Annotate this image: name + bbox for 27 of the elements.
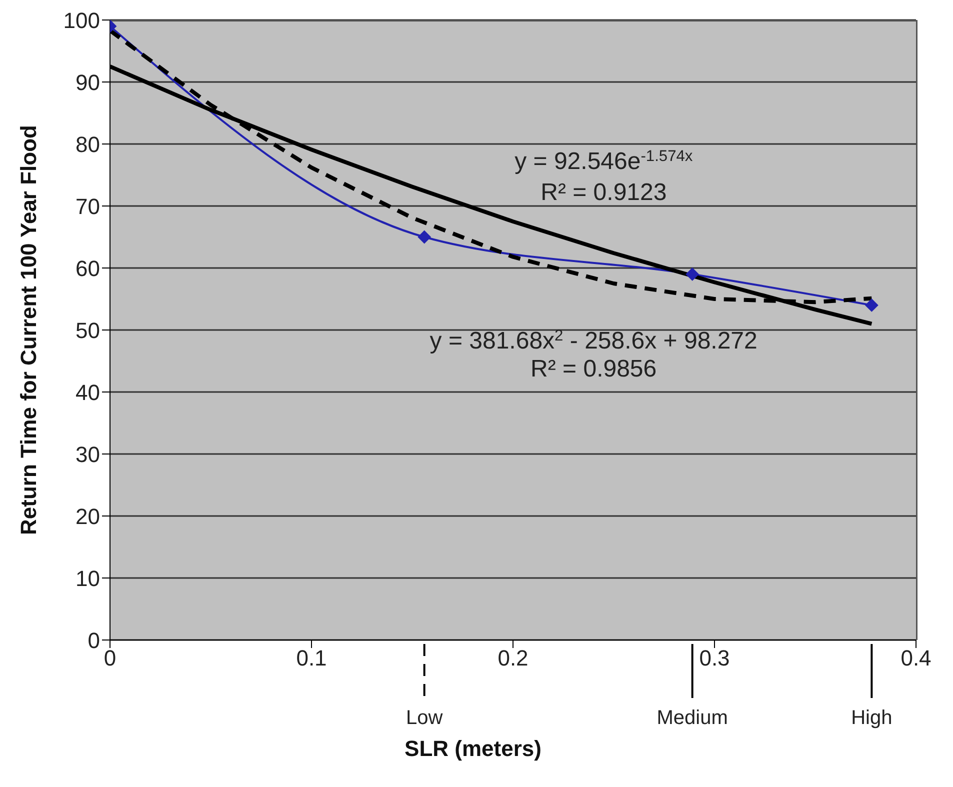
- y-tick-label: 30: [76, 442, 100, 467]
- y-tick-label: 70: [76, 194, 100, 219]
- y-tick-label: 0: [88, 628, 100, 653]
- y-tick-label: 80: [76, 132, 100, 157]
- x-tick-label: 0.1: [296, 646, 327, 671]
- ref-line-label: High: [851, 707, 892, 729]
- annotation: y = 381.68x$^{2}$ - 258.6x + 98.272: [430, 327, 758, 355]
- point: [686, 268, 699, 281]
- annotation: R² = 0.9123: [540, 178, 667, 206]
- ref-line-label: Medium: [656, 707, 728, 729]
- y-tick-label: 10: [76, 566, 100, 591]
- x-tick-label: 0.3: [699, 646, 730, 671]
- y-tick-label: 40: [76, 380, 100, 405]
- y-tick-label: 100: [63, 8, 100, 33]
- annotation: R² = 0.9856: [530, 356, 657, 382]
- annotation: y = 92.546e$^{-1.574x}$: [514, 147, 693, 175]
- x-tick-label: 0: [104, 646, 116, 671]
- ref-line-label: Low: [406, 707, 444, 729]
- x-axis-title: SLR (meters): [404, 736, 542, 761]
- y-tick-label: 50: [76, 318, 100, 343]
- y-axis-title: Return Time for Current 100 Year Flood: [16, 125, 41, 535]
- y-tick-label: 90: [76, 70, 100, 95]
- x-tick-label: 0.2: [498, 646, 528, 671]
- y-tick-label: 60: [76, 256, 100, 281]
- y-tick-label: 20: [76, 504, 100, 529]
- point: [865, 298, 878, 312]
- x-tick-label: 0.4: [900, 646, 932, 671]
